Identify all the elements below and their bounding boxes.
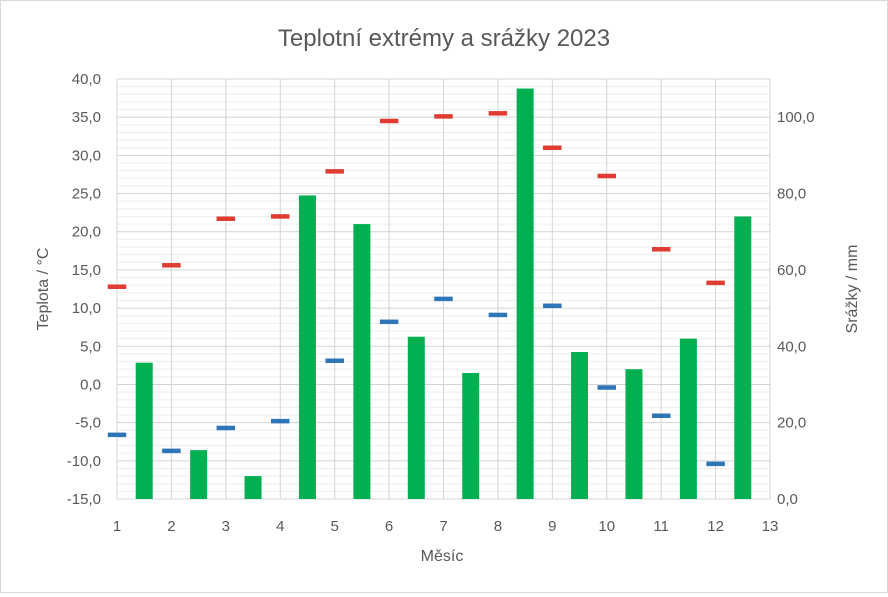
min-temperature-marker	[379, 319, 399, 325]
min-temperature-marker	[325, 358, 344, 364]
min-temperature-marker	[543, 303, 562, 309]
max-temperature-marker	[651, 247, 671, 252]
y-tick-label: -15,0	[67, 491, 101, 508]
x-tick-label: 2	[167, 518, 175, 535]
max-temperature-marker	[597, 173, 616, 179]
precipitation-bar	[190, 450, 208, 499]
y2-tick-label: 20,0	[777, 415, 806, 432]
gridlines	[116, 78, 771, 500]
max-temperature-marker	[216, 216, 236, 221]
precipitation-bar	[516, 88, 534, 499]
precipitation-bars	[135, 88, 752, 500]
min-temperature-marker	[107, 432, 127, 438]
x-tick-label: 5	[330, 518, 338, 535]
max-temperature-marker	[706, 280, 725, 286]
y2-axis-label: Srážky / mm	[844, 245, 861, 334]
precipitation-bar	[679, 338, 697, 499]
precipitation-bar	[571, 352, 589, 499]
y-tick-label: -5,0	[75, 415, 101, 432]
chart-title: Teplotní extrémy a srážky 2023	[278, 25, 610, 52]
x-tick-label: 13	[762, 518, 779, 535]
min-temperature-marker	[271, 418, 290, 424]
x-tick-label: 8	[494, 518, 502, 535]
y-tick-label: 30,0	[72, 147, 101, 164]
x-tick-label: 6	[385, 518, 393, 535]
x-tick-label: 11	[653, 518, 669, 535]
temperature-markers	[107, 111, 725, 467]
y-tick-label: -10,0	[67, 453, 101, 470]
x-tick-label: 4	[276, 518, 284, 535]
precipitation-bar	[353, 224, 371, 499]
y2-tick-label: 0,0	[777, 491, 798, 508]
y-tick-label: 0,0	[80, 376, 101, 393]
min-temperature-marker	[597, 385, 616, 390]
x-tick-label: 7	[439, 518, 447, 535]
max-temperature-marker	[434, 114, 453, 119]
precipitation-bar	[625, 369, 643, 499]
y2-tick-label: 60,0	[777, 262, 806, 279]
min-temperature-marker	[706, 461, 725, 467]
precipitation-bar	[298, 195, 316, 500]
x-tick-label: 1	[113, 518, 121, 535]
precipitation-bar	[462, 373, 480, 499]
max-temperature-marker	[271, 214, 290, 219]
y2-tick-label: 40,0	[777, 338, 806, 355]
x-tick-label: 12	[707, 518, 724, 535]
min-temperature-marker	[488, 312, 508, 318]
precipitation-bar	[407, 336, 425, 499]
precipitation-bar	[244, 476, 262, 499]
max-temperature-marker	[379, 118, 399, 124]
y2-tick-label: 100,0	[777, 109, 815, 126]
y2-tick-label: 80,0	[777, 186, 806, 203]
min-temperature-marker	[162, 448, 181, 454]
axis-ticks: 1 2 3 4 5 6 7 8 9 10 11 12 13-15,0-10,0-5,00,05,010,…	[67, 71, 815, 535]
min-temperature-marker	[216, 425, 236, 431]
x-tick-label: 9	[548, 518, 556, 535]
min-temperature-marker	[651, 413, 671, 419]
x-axis-label: Měsíc	[421, 548, 464, 565]
x-tick-label: 10	[598, 518, 615, 535]
max-temperature-marker	[543, 145, 562, 150]
x-tick-label: 3	[222, 518, 230, 535]
y-tick-label: 35,0	[72, 109, 101, 126]
y-tick-label: 15,0	[72, 262, 101, 279]
precipitation-bar	[734, 216, 752, 500]
max-temperature-marker	[107, 284, 127, 289]
max-temperature-marker	[325, 169, 344, 174]
max-temperature-marker	[488, 111, 508, 116]
y-tick-label: 25,0	[72, 186, 101, 203]
y-tick-label: 5,0	[80, 338, 101, 355]
max-temperature-marker	[162, 263, 181, 268]
y-tick-label: 10,0	[72, 300, 101, 317]
y-tick-label: 40,0	[72, 71, 101, 88]
y-tick-label: 20,0	[72, 224, 101, 241]
precipitation-bar	[135, 362, 153, 499]
y-axis-label: Teplota / °C	[35, 248, 52, 331]
min-temperature-marker	[434, 296, 453, 302]
